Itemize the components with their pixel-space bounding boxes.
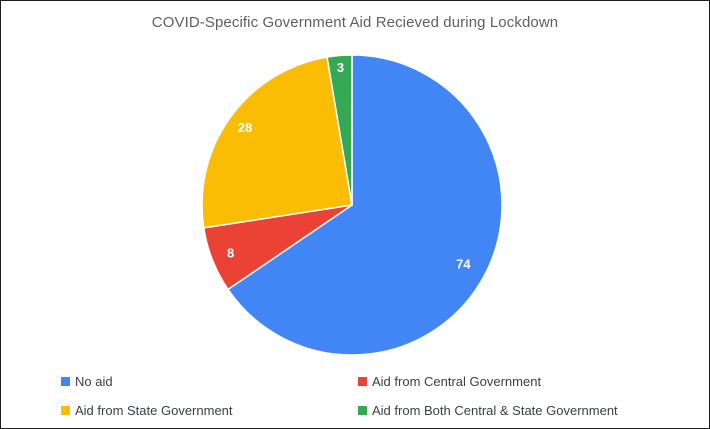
chart-legend: No aid Aid from Central Government Aid f… bbox=[1, 367, 709, 427]
pie-slice-aid-from-state-government[interactable] bbox=[201, 56, 353, 229]
pie-chart: 74 8 28 3 bbox=[201, 54, 503, 356]
pie-slice-aid-from-both-central-state-government[interactable] bbox=[326, 54, 353, 206]
legend-label: Aid from Both Central & State Government bbox=[372, 402, 618, 418]
pie-slice-label: 8 bbox=[227, 245, 234, 260]
legend-swatch-both-central-state bbox=[358, 405, 367, 415]
legend-label: Aid from State Government bbox=[75, 402, 233, 418]
legend-label: No aid bbox=[75, 373, 113, 389]
legend-swatch-no-aid bbox=[61, 376, 70, 386]
legend-swatch-central-government bbox=[358, 376, 367, 386]
chart-title: COVID-Specific Government Aid Recieved d… bbox=[151, 14, 559, 31]
pie-slice-no-aid[interactable] bbox=[227, 54, 503, 356]
legend-swatch-state-government bbox=[61, 405, 70, 415]
legend-label: Aid from Central Government bbox=[372, 373, 542, 389]
pie-slice-label: 74 bbox=[456, 256, 471, 271]
legend-item-no-aid[interactable]: No aid bbox=[61, 372, 113, 390]
pie-slice-label: 3 bbox=[337, 60, 344, 75]
legend-item-state-government[interactable]: Aid from State Government bbox=[61, 401, 233, 419]
pie-slice-label: 28 bbox=[238, 120, 252, 135]
legend-item-both-central-state[interactable]: Aid from Both Central & State Government bbox=[358, 401, 618, 419]
legend-item-central-government[interactable]: Aid from Central Government bbox=[358, 372, 541, 390]
